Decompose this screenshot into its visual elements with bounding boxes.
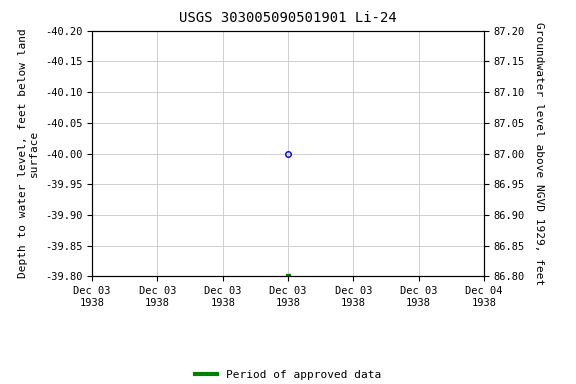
Y-axis label: Depth to water level, feet below land
surface: Depth to water level, feet below land su… bbox=[18, 29, 39, 278]
Y-axis label: Groundwater level above NGVD 1929, feet: Groundwater level above NGVD 1929, feet bbox=[535, 22, 544, 285]
Title: USGS 303005090501901 Li-24: USGS 303005090501901 Li-24 bbox=[179, 12, 397, 25]
Legend: Period of approved data: Period of approved data bbox=[191, 365, 385, 384]
